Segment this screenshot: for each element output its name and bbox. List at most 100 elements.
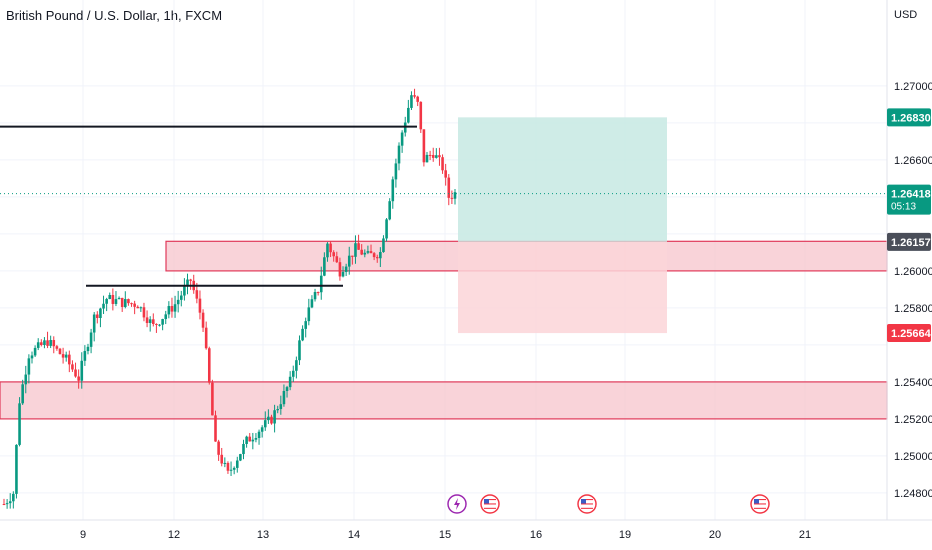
flag-stripe bbox=[754, 501, 766, 503]
candle-body bbox=[397, 145, 401, 164]
flag-stripe bbox=[484, 503, 496, 505]
flag-stripe bbox=[484, 505, 496, 507]
time-axis-label: 20 bbox=[709, 529, 721, 541]
price-tag-label: 1.26418 bbox=[891, 189, 931, 201]
candle-body bbox=[74, 369, 77, 377]
candle-body bbox=[425, 154, 429, 163]
candle-body bbox=[379, 252, 382, 259]
candle-body bbox=[108, 294, 112, 299]
candle-body bbox=[453, 192, 457, 199]
candle-body bbox=[21, 384, 24, 404]
candle-body bbox=[68, 354, 71, 365]
candle-body bbox=[211, 382, 214, 416]
candle-body bbox=[279, 404, 283, 410]
candle-body bbox=[176, 299, 180, 305]
candle-body bbox=[326, 243, 329, 258]
price-axis-label: 1.26600 bbox=[894, 155, 932, 167]
candle-body bbox=[251, 439, 255, 442]
candle-body bbox=[413, 95, 416, 97]
candle-body bbox=[394, 163, 398, 180]
time-axis-label: 9 bbox=[80, 529, 86, 541]
candle-body bbox=[229, 469, 233, 471]
candle-body bbox=[58, 348, 62, 355]
candle-body bbox=[435, 155, 438, 158]
time-axis-label: 19 bbox=[619, 529, 631, 541]
candle-body bbox=[304, 321, 308, 329]
candle-body bbox=[52, 340, 56, 347]
candle-body bbox=[46, 340, 49, 346]
candle-body bbox=[382, 238, 385, 253]
candle-body bbox=[276, 409, 280, 411]
candle-body bbox=[2, 504, 6, 505]
price-tag[interactable] bbox=[887, 108, 931, 127]
candle-body bbox=[214, 415, 217, 442]
candle-body bbox=[388, 201, 391, 220]
candle-body bbox=[450, 197, 454, 199]
candle-body bbox=[111, 294, 115, 304]
price-tag-label: 1.25664 bbox=[891, 328, 932, 340]
candle-body bbox=[270, 416, 273, 424]
candle-body bbox=[15, 444, 18, 494]
candle-body bbox=[313, 292, 317, 300]
support-zone[interactable] bbox=[0, 381, 888, 420]
candle-body bbox=[273, 410, 276, 424]
candle-body bbox=[242, 443, 245, 455]
candle-body bbox=[285, 387, 289, 392]
stop-loss-zone[interactable] bbox=[458, 241, 667, 334]
price-tag[interactable] bbox=[887, 184, 931, 215]
candle-body bbox=[204, 327, 208, 349]
price-axis-label: 1.25400 bbox=[894, 377, 932, 389]
time-axis-label: 13 bbox=[257, 529, 269, 541]
candle-body bbox=[92, 314, 96, 333]
candle-body bbox=[447, 177, 451, 198]
flag-canton bbox=[754, 499, 759, 504]
candle-body bbox=[235, 460, 239, 468]
candle-body bbox=[344, 266, 348, 272]
flag-stripe bbox=[581, 503, 593, 505]
candle-body bbox=[375, 257, 379, 259]
candle-body bbox=[351, 255, 354, 257]
candle-body bbox=[338, 262, 342, 277]
currency-label: USD bbox=[894, 9, 918, 21]
candle-body bbox=[189, 279, 192, 281]
candle-body bbox=[207, 348, 211, 383]
candle-body bbox=[438, 155, 441, 158]
candle-body bbox=[99, 308, 102, 318]
price-axis-label: 1.24800 bbox=[894, 488, 932, 500]
candle-body bbox=[117, 297, 121, 300]
candle-body bbox=[148, 319, 152, 323]
candle-body bbox=[444, 170, 447, 178]
flag-stripe bbox=[754, 503, 766, 505]
candle-body bbox=[24, 374, 28, 385]
candle-body bbox=[43, 340, 46, 345]
candle-body bbox=[301, 328, 304, 341]
price-tag[interactable] bbox=[887, 232, 931, 251]
candle-body bbox=[385, 219, 388, 239]
candle-body bbox=[173, 304, 177, 312]
candle-body bbox=[223, 462, 227, 464]
time-axis-label: 15 bbox=[439, 529, 451, 541]
price-axis-label: 1.25000 bbox=[894, 451, 932, 463]
flag-canton bbox=[581, 499, 586, 504]
time-axis-label: 12 bbox=[168, 529, 180, 541]
candle-body bbox=[120, 297, 124, 307]
candle-body bbox=[391, 179, 395, 202]
take-profit-zone[interactable] bbox=[458, 117, 667, 242]
price-tag[interactable] bbox=[887, 324, 931, 343]
symbol-title: British Pound / U.S. Dollar, 1h, FXCM bbox=[6, 8, 223, 23]
candle-body bbox=[282, 391, 286, 405]
candle-body bbox=[18, 403, 21, 445]
candle-body bbox=[151, 319, 155, 324]
candle-body bbox=[431, 155, 435, 158]
candle-body bbox=[400, 132, 404, 146]
candle-body bbox=[124, 299, 127, 307]
candle-body bbox=[130, 303, 133, 305]
candle-body bbox=[372, 253, 376, 258]
candle-body bbox=[366, 251, 370, 253]
candle-body bbox=[201, 312, 205, 328]
candle-body bbox=[347, 255, 351, 267]
candle-body bbox=[158, 324, 161, 326]
time-axis-label: 16 bbox=[530, 529, 542, 541]
